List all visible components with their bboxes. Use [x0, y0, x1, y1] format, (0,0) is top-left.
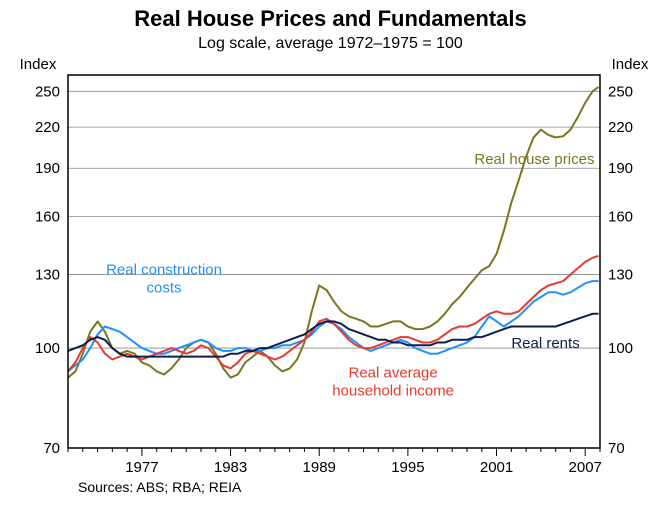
y-tick-right: 130: [608, 267, 633, 284]
x-tick-label: 2007: [569, 459, 602, 476]
y-tick-left: 130: [35, 267, 60, 284]
y-tick-left: 250: [35, 83, 60, 100]
chart-container: Real House Prices and Fundamentals Log sc…: [0, 0, 661, 511]
y-tick-right: 190: [608, 160, 633, 177]
y-axis-title-left: Index: [20, 56, 57, 73]
x-tick-label: 2001: [480, 459, 513, 476]
y-tick-right: 160: [608, 208, 633, 225]
source-text: Sources: ABS; RBA; REIA: [78, 479, 242, 495]
y-tick-left: 220: [35, 119, 60, 136]
x-tick-label: 1983: [214, 459, 247, 476]
x-tick-label: 1977: [125, 459, 158, 476]
y-tick-left: 160: [35, 208, 60, 225]
series-label: Real constructioncosts: [106, 262, 222, 297]
series-label: Real averagehousehold income: [332, 365, 454, 400]
y-axis-title-right: Index: [612, 56, 649, 73]
series-label: Real house prices: [474, 151, 594, 168]
series-line: [68, 87, 599, 378]
y-tick-right: 100: [608, 340, 633, 357]
chart-subtitle: Log scale, average 1972–1975 = 100: [198, 35, 463, 52]
line-chart: Real House Prices and Fundamentals Log sc…: [0, 0, 661, 511]
y-tick-right: 70: [608, 440, 625, 457]
y-tick-right: 220: [608, 119, 633, 136]
y-tick-right: 250: [608, 83, 633, 100]
y-tick-left: 190: [35, 160, 60, 177]
y-tick-left: 100: [35, 340, 60, 357]
x-tick-label: 1989: [303, 459, 336, 476]
series-label: Real rents: [511, 335, 579, 352]
x-tick-label: 1995: [391, 459, 424, 476]
y-tick-left: 70: [43, 440, 60, 457]
chart-title: Real House Prices and Fundamentals: [134, 6, 526, 31]
